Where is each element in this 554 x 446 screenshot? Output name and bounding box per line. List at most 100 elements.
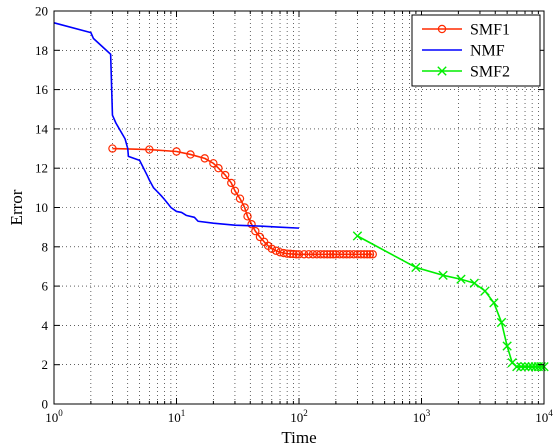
y-tick-label: 4: [42, 318, 49, 333]
smf1-point: [230, 186, 240, 195]
x-tick-label: 100: [45, 408, 63, 425]
y-tick-label: 16: [35, 82, 49, 97]
y-tick-label: 0: [42, 397, 49, 412]
marker-stroke: [437, 66, 447, 76]
y-tick-label: 18: [35, 43, 48, 58]
smf2-point: [520, 361, 530, 372]
y-tick-label: 20: [35, 4, 48, 19]
marker-stroke: [456, 274, 466, 284]
smf2-point: [411, 262, 421, 273]
marker-stroke: [496, 317, 507, 328]
marker-stroke: [352, 231, 363, 241]
legend-swatch-marker: [437, 66, 447, 76]
marker-stroke: [524, 361, 534, 372]
smf1-point: [282, 249, 292, 258]
x-tick-label: 101: [168, 408, 186, 425]
x-tick-label-exponent: 0: [58, 408, 63, 418]
smf1-point: [172, 147, 181, 156]
marker-stroke: [520, 361, 530, 372]
marker-stroke: [480, 286, 490, 296]
x-tick-label-base: 10: [168, 410, 181, 425]
smf1-point: [359, 250, 369, 259]
x-tick-label: 104: [535, 408, 553, 425]
y-tick-label: 14: [35, 121, 49, 136]
smf2-point: [480, 286, 490, 296]
legend: SMF1 NMF SMF2: [411, 14, 541, 87]
y-tick-label: 8: [42, 239, 49, 254]
x-tick-label-exponent: 1: [181, 408, 186, 418]
smf2-point: [438, 270, 448, 280]
smf2-point: [512, 361, 522, 372]
smf1-point: [294, 250, 304, 259]
smf2-point: [524, 361, 534, 372]
marker-stroke: [516, 361, 526, 372]
smf2-point: [456, 274, 466, 284]
smf1-point: [271, 246, 281, 255]
marker-stroke: [411, 262, 421, 273]
smf1-point: [240, 203, 249, 212]
x-tick-label-base: 10: [535, 410, 548, 425]
smf1-point: [108, 144, 117, 153]
legend-item-smf2: SMF2: [422, 64, 510, 81]
y-tick-label: 10: [35, 200, 48, 215]
smf2-point: [502, 341, 512, 351]
smf1-point: [186, 150, 195, 159]
x-tick-label-exponent: 3: [426, 408, 431, 418]
smf1-point: [255, 232, 265, 242]
x-tick-label-base: 10: [290, 410, 303, 425]
y-tick-label: 12: [35, 161, 48, 176]
smf1-point: [356, 250, 366, 259]
smf2-point: [352, 231, 363, 241]
marker-stroke: [469, 278, 480, 288]
smf2-point: [496, 317, 507, 328]
smf2-line: [357, 235, 544, 368]
smf1-point: [326, 250, 335, 259]
x-tick-label: 103: [413, 408, 431, 425]
marker-stroke: [438, 270, 448, 280]
series-smf1: [108, 144, 377, 259]
smf1-point: [235, 194, 245, 203]
legend-label: SMF1: [470, 22, 510, 39]
smf1-point: [286, 249, 295, 259]
smf1-point: [319, 250, 329, 259]
smf1-point: [209, 159, 218, 168]
nmf-line: [53, 22, 300, 229]
smf1-point: [227, 178, 236, 188]
smf1-point: [362, 250, 372, 259]
y-tick-label: 2: [42, 357, 49, 372]
smf1-point: [365, 250, 375, 259]
legend-label: NMF: [470, 43, 505, 60]
smf1-point: [289, 249, 298, 259]
smf1-point: [221, 170, 230, 180]
smf2-point: [516, 361, 526, 372]
smf1-point: [339, 250, 348, 259]
smf1-point: [304, 250, 313, 259]
series-nmf: [53, 22, 300, 229]
marker-stroke: [507, 358, 517, 368]
smf1-point: [251, 226, 260, 236]
series-smf2: [352, 231, 549, 372]
legend-item-nmf: NMF: [422, 43, 505, 60]
smf2-point: [489, 298, 499, 308]
x-tick-label-exponent: 2: [303, 408, 308, 418]
tick-mark-layer: [53, 10, 545, 405]
smf1-point: [214, 163, 223, 173]
marker-stroke: [502, 341, 512, 351]
smf1-point: [368, 250, 377, 259]
smf1-point: [299, 250, 309, 259]
x-tick-label-exponent: 4: [548, 408, 553, 418]
marker-stroke: [489, 298, 499, 308]
smf1-point: [247, 220, 256, 229]
legend-label: SMF2: [470, 64, 510, 81]
marker-stroke: [512, 361, 522, 372]
x-axis-label: Time: [281, 428, 316, 446]
x-tick-label-base: 10: [413, 410, 426, 425]
y-axis-label: Error: [7, 189, 26, 225]
legend-item-smf1: SMF1: [422, 22, 510, 39]
smf1-point: [200, 154, 209, 163]
smf1-point: [328, 250, 338, 259]
smf2-point: [469, 278, 480, 288]
smf1-point: [243, 212, 252, 221]
